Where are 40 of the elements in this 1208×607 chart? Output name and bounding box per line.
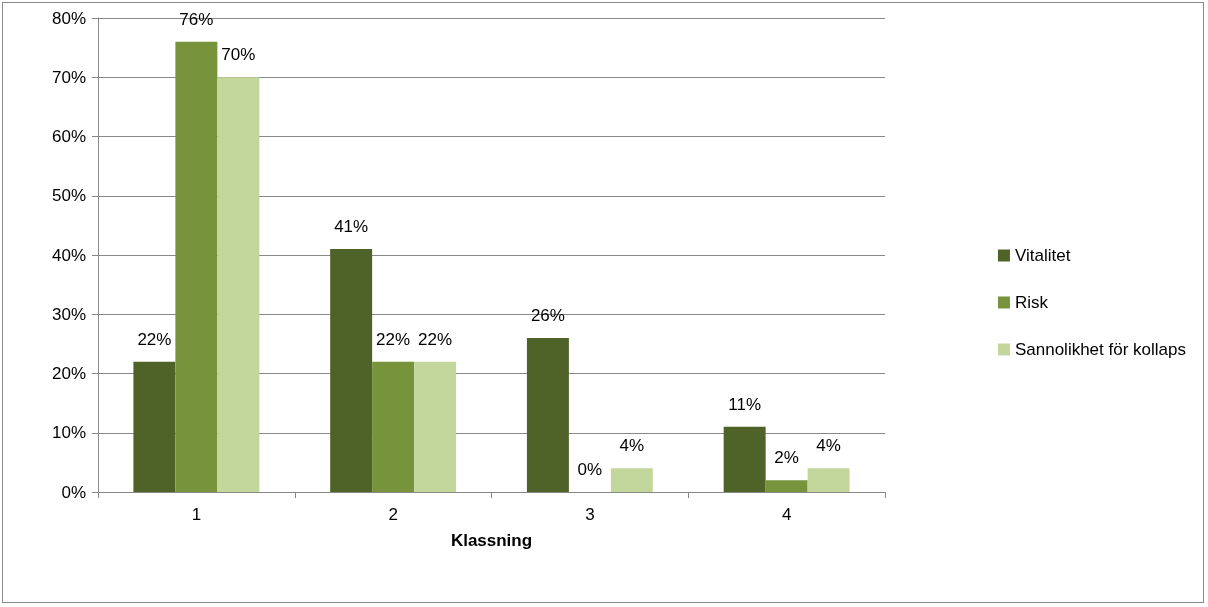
y-tick-label: 10% (51, 423, 86, 443)
y-tick-label: 50% (51, 186, 86, 206)
y-tick-label: 0% (61, 482, 86, 502)
data-label: 11% (728, 394, 762, 414)
bar (372, 361, 415, 492)
y-tick-label: 20% (51, 364, 86, 383)
legend-label: Risk (1014, 293, 1049, 312)
data-label: 0% (577, 460, 603, 479)
y-tick-label: 30% (51, 304, 86, 324)
bar (807, 468, 850, 492)
data-label: 22% (376, 329, 411, 349)
data-label: 4% (816, 436, 841, 456)
x-tick-label: 1 (191, 505, 202, 524)
data-label: 4% (619, 436, 645, 456)
x-tick-label: 4 (781, 505, 792, 524)
data-label: 70% (221, 45, 256, 65)
data-label: 22% (418, 329, 453, 349)
data-label: 41% (334, 217, 369, 237)
x-axis-title: Klassning (450, 531, 533, 550)
data-label: 26% (530, 305, 565, 325)
y-tick-label: 40% (51, 245, 86, 265)
y-tick-label: 80% (51, 8, 86, 28)
bar (175, 41, 218, 492)
x-tick-label: 3 (585, 505, 595, 524)
bar (723, 426, 766, 492)
bar (133, 361, 176, 492)
legend-label: Vitalitet (1014, 246, 1071, 265)
bar (330, 249, 373, 492)
bar (610, 468, 653, 492)
bar (217, 77, 260, 492)
y-tick-label: 60% (51, 127, 86, 146)
bar (765, 480, 808, 492)
legend-label: Sannolikhet för kollaps (1014, 340, 1186, 359)
x-tick-label: 2 (388, 505, 398, 524)
bar (526, 337, 569, 492)
data-label: 76% (179, 9, 214, 29)
bar (414, 361, 457, 492)
data-label: 22% (137, 329, 172, 349)
y-tick-label: 70% (51, 67, 86, 87)
data-label: 2% (774, 448, 799, 468)
